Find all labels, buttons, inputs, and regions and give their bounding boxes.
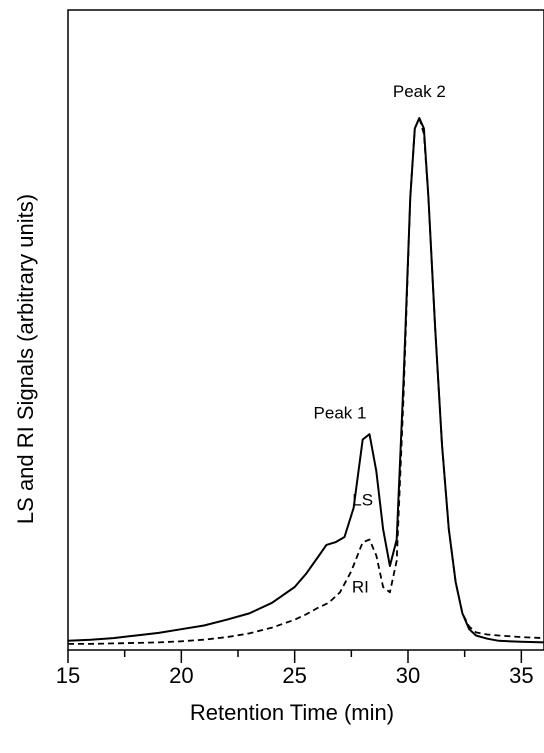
series-line-ls xyxy=(67,117,544,644)
x-tick-label: 25 xyxy=(282,663,306,688)
x-axis-tick-labels: 15 20 25 30 35 xyxy=(56,663,534,688)
series-line-ri xyxy=(68,117,544,645)
annotation-layer: Peak 1 Peak 2 LS RI xyxy=(314,82,446,596)
x-axis-label: Retention Time (min) xyxy=(189,700,395,725)
x-tick-label: 15 xyxy=(56,663,80,688)
x-tick-label: 35 xyxy=(509,663,533,688)
annotation-peak-1: Peak 1 xyxy=(314,403,367,422)
plot-frame xyxy=(67,9,544,651)
x-tick-label: 20 xyxy=(169,663,193,688)
y-axis-label: LS and RI Signals (arbitrary units) xyxy=(13,193,38,525)
annotation-ls: LS xyxy=(352,490,373,509)
x-axis-ticks xyxy=(67,650,523,663)
annotation-peak-2: Peak 2 xyxy=(393,82,446,101)
y-axis-label-container: LS and RI Signals (arbitrary units) xyxy=(4,0,44,753)
series-layer xyxy=(67,117,544,645)
annotation-ri: RI xyxy=(352,577,369,596)
x-tick-label: 30 xyxy=(396,663,420,688)
